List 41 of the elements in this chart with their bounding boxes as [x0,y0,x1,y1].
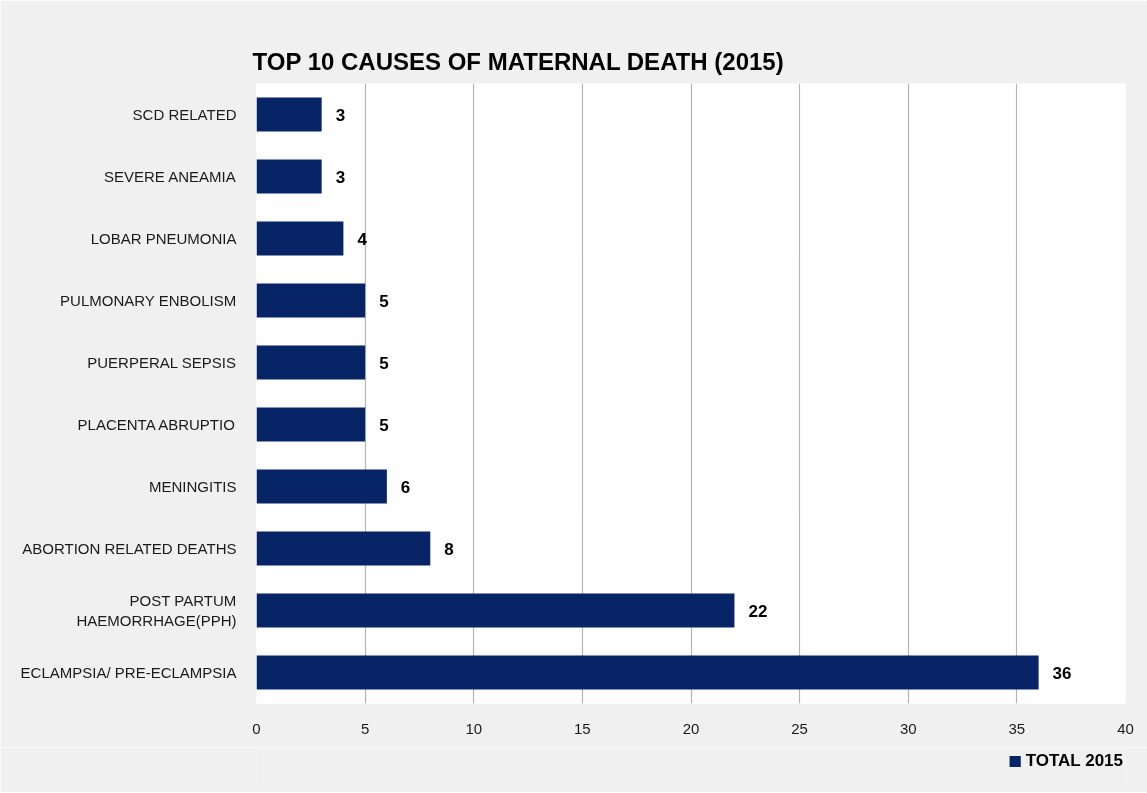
y-tick-label: ABORTION RELATED DEATHS [22,540,237,557]
y-tick-label: PULMONARY ENBOLISM [60,292,237,309]
x-tick-label: 0 [252,719,261,737]
bar [256,655,1039,690]
data-label: 3 [335,105,346,125]
legend-label: TOTAL 2015 [1025,751,1123,771]
x-tick-label: 40 [1117,719,1134,737]
bar [256,469,387,504]
data-label: 8 [444,539,454,559]
bar [256,345,366,380]
data-label: 4 [357,229,368,249]
bar [256,283,366,318]
data-label: 5 [379,291,389,311]
bar [256,221,344,256]
x-tick-label: 30 [899,719,917,737]
y-tick-label: ECLAMPSIA/ PRE-ECLAMPSIA [20,664,237,681]
y-tick-label: SEVERE ANEAMIA [103,168,236,185]
data-label: 5 [379,415,389,435]
x-tick-label: 5 [360,719,370,737]
x-tick-label: 25 [791,719,808,737]
bar [256,531,431,566]
y-tick-label: LOBAR PNEUMONIA [90,230,237,247]
bar [256,407,366,442]
y-tick-label: MENINGITIS [149,478,237,495]
x-tick-label: 35 [1008,719,1026,737]
x-tick-label: 15 [574,719,591,737]
data-label: 22 [748,601,768,621]
x-tick-label: 20 [682,719,700,737]
bar [256,159,322,194]
y-tick-label: PLACENTA ABRUPTIO [77,416,235,433]
x-tick-label: 10 [465,719,483,737]
data-label: 3 [335,167,346,187]
bar [256,97,322,132]
chart-title: TOP 10 CAUSES OF MATERNAL DEATH (2015) [252,47,784,75]
y-tick-label: POST PARTUM HAEMORRHAGE(PPH) [76,591,237,630]
data-label: 36 [1052,663,1072,683]
y-tick-label: SCD RELATED [132,106,237,123]
data-label: 5 [379,353,389,373]
data-label: 6 [400,477,411,497]
bar [256,593,735,628]
y-tick-label: PUERPERAL SEPSIS [87,354,236,371]
